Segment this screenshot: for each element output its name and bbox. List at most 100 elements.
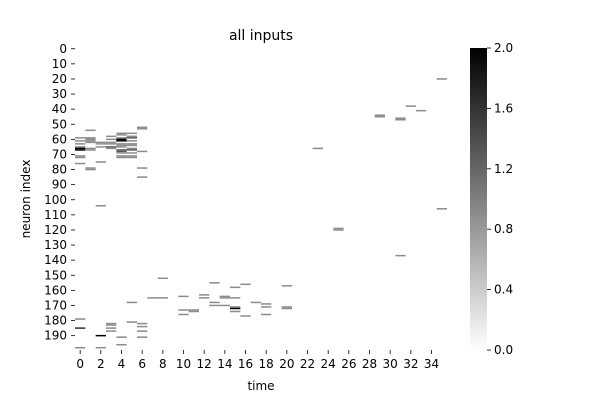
heatmap-cell [261,306,272,308]
heatmap-cell [374,115,385,118]
heatmap-cell [436,208,447,210]
heatmap-cell [137,176,148,178]
y-axis-label: neuron index [19,160,33,239]
heatmap-cell [116,144,127,147]
x-tick-label: 32 [403,357,418,371]
heatmap-cell [199,297,210,299]
x-tick-label: 16 [238,357,253,371]
heatmap-cell [219,295,230,298]
heatmap-cell [85,167,96,169]
heatmap-cell [126,156,137,159]
heatmap-cell [240,283,251,286]
heatmap-area [75,78,447,349]
heatmap-cell [137,126,148,129]
heatmap-cell [147,297,158,299]
x-tick-label: 6 [138,357,146,371]
y-tick-label: 170 [44,298,67,312]
heatmap-cell [116,149,127,151]
heatmap-cell [85,137,96,139]
colorbar-tick-label: 0.4 [494,283,513,297]
y-tick-label: 190 [44,329,67,343]
colorbar-ticks: 0.0 0.4 0.8 1.2 1.6 2.0 [487,41,513,357]
heatmap-cell [126,155,137,157]
heatmap-cell [116,336,127,338]
heatmap-cell [281,307,292,310]
heatmap-cell [137,150,148,153]
heatmap-cell [75,146,86,148]
heatmap-cell [116,138,127,141]
heatmap-cell [157,297,168,299]
heatmap-cell [116,137,127,139]
y-tick-label: 160 [44,283,67,297]
heatmap-cell [95,205,106,207]
heatmap-cell [85,129,96,132]
heatmap-cell [126,140,137,142]
heatmap-cell [230,310,241,313]
heatmap-cell [126,135,137,138]
heatmap-cell [230,286,241,289]
heatmap-cell [116,132,127,135]
heatmap-cell [209,282,220,284]
heatmap-cell [137,322,148,325]
y-tick-label: 50 [52,117,67,131]
y-tick-label: 60 [52,132,67,146]
heatmap-cell [75,162,86,165]
heatmap-cell [95,146,106,148]
colorbar [470,48,487,350]
heatmap-cell [95,141,106,144]
y-tick-label: 20 [52,72,67,86]
colorbar-tick-label: 0.8 [494,222,513,236]
chart-title: all inputs [229,28,293,44]
heatmap-cell [209,301,220,304]
colorbar-tick-label: 1.2 [494,162,513,176]
heatmap-cell [116,343,127,346]
heatmap-cell [106,322,117,325]
heatmap-cell [230,307,241,310]
heatmap-cell [126,321,137,323]
heatmap-cell [106,327,117,329]
x-tick-label: 30 [383,357,398,371]
heatmap-cell [106,324,117,326]
heatmap-cell [281,285,292,287]
y-tick-label: 10 [52,57,67,71]
x-tick-label: 20 [279,357,294,371]
heatmap-cell [106,143,117,145]
heatmap-cell [85,140,96,142]
heatmap-cell [250,301,261,304]
heatmap-cell [126,143,137,145]
heatmap-cell [116,146,127,148]
heatmap-cell [106,330,117,332]
colorbar-tick-label: 0.0 [494,343,513,357]
x-tick-label: 12 [197,357,212,371]
heatmap-cell [333,229,344,231]
x-tick-label: 0 [76,357,84,371]
x-tick-label: 26 [341,357,356,371]
heatmap-cell [116,134,127,136]
heatmap-cell [106,147,117,150]
heatmap-cell [178,313,189,316]
x-tick-label: 28 [362,357,377,371]
heatmap-cell [85,168,96,171]
heatmap-cell [240,315,251,317]
x-tick-label: 34 [424,357,439,371]
y-tick-label: 80 [52,163,67,177]
heatmap-cell [116,143,127,145]
y-tick-label: 0 [59,42,67,56]
heatmap-cell [219,304,230,307]
heatmap-cell [209,304,220,307]
heatmap-cell [85,141,96,144]
heatmap-cell [95,143,106,145]
heatmap-cell [395,117,406,119]
y-tick-label: 150 [44,268,67,282]
heatmap-cell [75,137,86,139]
y-tick-label: 110 [44,208,67,222]
x-tick-label: 10 [176,357,191,371]
y-tick-label: 120 [44,223,67,237]
heatmap-cell [75,147,86,150]
heatmap-cell [75,318,86,320]
heatmap-cell [178,295,189,298]
x-tick-label: 18 [259,357,274,371]
heatmap-cell [137,336,148,338]
